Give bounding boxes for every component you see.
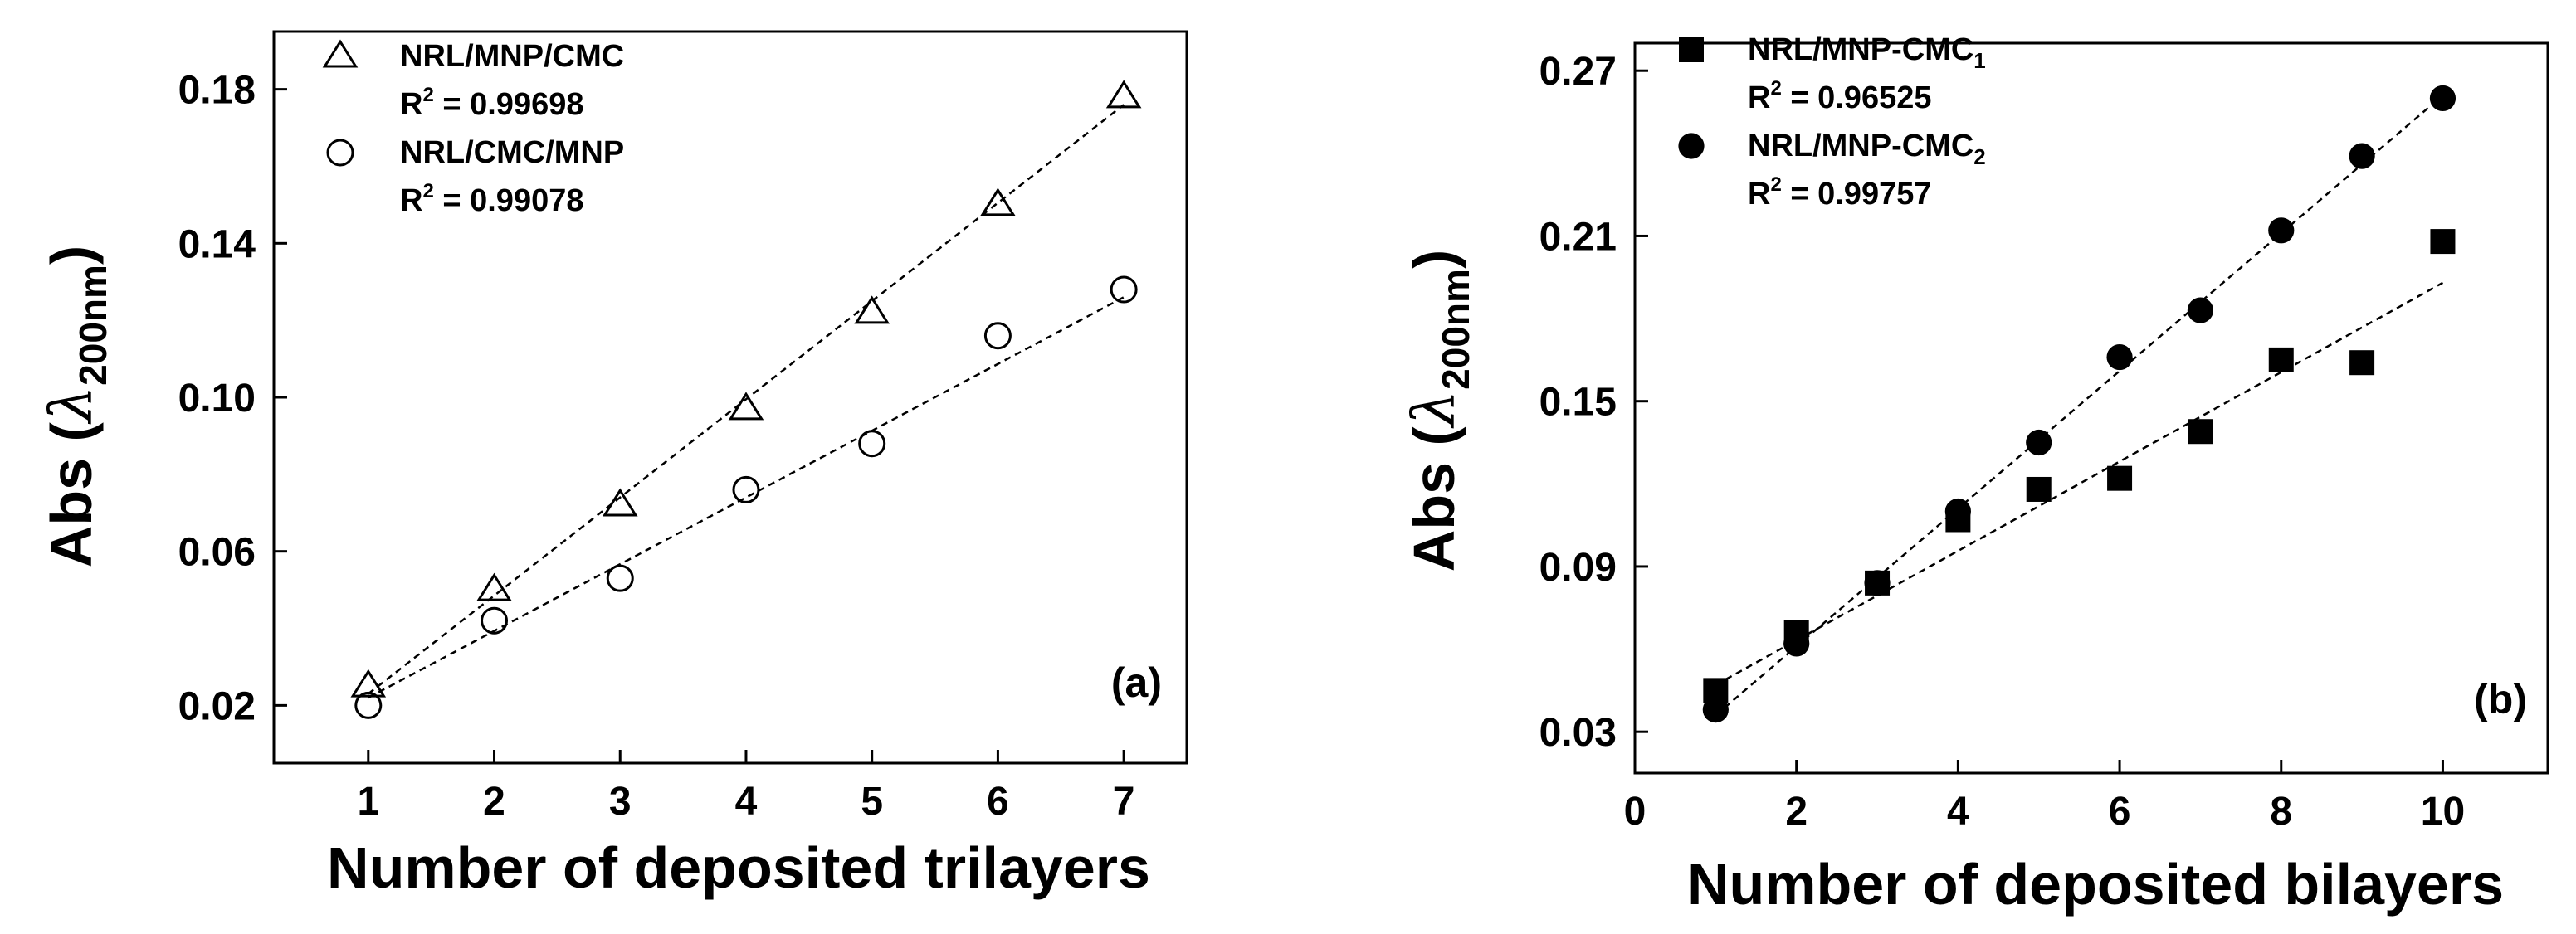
panel-a-y-tick-label: 0.10: [178, 377, 256, 421]
panel-a-series-2-fit-line: [368, 296, 1125, 699]
panel-a-x-tick-label: 3: [609, 780, 632, 824]
panel-b-y-tick-label: 0.03: [1539, 711, 1617, 755]
panel-a-series-1-point: [476, 572, 512, 601]
panel-b-y-tick-label: 0.27: [1539, 50, 1617, 94]
panel-b-series-2-point: [2268, 217, 2295, 244]
panel-a-series-1-point: [602, 488, 638, 517]
panel-a-series-2: [354, 275, 1138, 719]
panel-a-chart: 1 2 3 4 5 6 7 0.02 0.06 0.10 0.14 0.18 Number of dep…: [37, 30, 1188, 900]
panel-a-series-2-point: [858, 430, 886, 458]
panel-a-y-tick-label: 0.14: [178, 222, 256, 266]
panel-a-legend-label-2: NRL/CMC/MNP: [400, 135, 624, 170]
panel-a-series-2-point: [732, 475, 760, 503]
panel-a-series-1-point: [854, 295, 890, 324]
panel-a-series-1-point: [980, 187, 1016, 216]
panel-a-series-1-point: [350, 669, 387, 698]
panel-a-x-axis-title: Number of deposited trilayers: [327, 835, 1150, 900]
panel-a-series-2-point: [983, 322, 1012, 350]
panel-b-series-2: [1702, 85, 2456, 723]
panel-b-series-2-point: [1944, 498, 1971, 525]
panel-a-legend-label-1: NRL/MNP/CMC: [400, 39, 624, 74]
panel-b-series-2-point: [1702, 697, 1729, 723]
panel-a-legend-marker-1: [322, 39, 359, 68]
panel-b-series-2-point: [1864, 570, 1891, 596]
panel-a-y-tick-label: 0.06: [178, 531, 256, 575]
panel-b-panel-label: (b): [2474, 676, 2527, 722]
panel-b-chart: 0 2 4 6 8 10 0.03 0.09 0.15 0.21 0.27 Number of dep…: [1400, 32, 2549, 917]
panel-b-series-1-point: [2349, 350, 2375, 376]
panel-b-series-2-point: [2187, 297, 2214, 323]
panel-b-legend-r2-2: R2 = 0.99757: [1748, 173, 1931, 212]
panel-a-x-tick-label: 1: [357, 780, 379, 824]
panel-b-x-tick-label: 2: [1785, 790, 1808, 834]
panel-b-series-1-point: [2268, 347, 2294, 372]
panel-b-plot-frame: [1633, 41, 2549, 775]
panel-b-x-tick-label: 4: [1947, 790, 1969, 834]
panel-b-series-1-point: [2026, 476, 2052, 502]
panel-b-legend-r2-1: R2 = 0.96525: [1748, 77, 1931, 115]
panel-b-series-2-point: [1783, 630, 1810, 657]
panel-b-series-2-point: [2429, 85, 2456, 112]
panel-a-x-tick-label: 4: [735, 780, 758, 824]
panel-b-x-tick-label: 6: [2109, 790, 2131, 834]
panel-b-y-tick-label: 0.09: [1539, 546, 1617, 590]
panel-b-x-axis-title: Number of deposited bilayers: [1687, 852, 2504, 917]
panel-a-legend-r2-1: R2 = 0.99698: [400, 84, 583, 122]
panel-a-series-2-point: [1110, 275, 1138, 304]
panel-b-x-tick-label: 10: [2421, 790, 2465, 834]
panel-b-series-1-point: [2188, 419, 2213, 445]
panel-a-series-2-point: [606, 564, 634, 592]
panel-b-series-2-point: [2106, 343, 2133, 371]
panel-a-series-1-point: [728, 392, 764, 421]
panel-b-series-2-point: [2026, 429, 2052, 456]
panel-a-series-1-point: [1105, 80, 1142, 109]
panel-a-x-tick-label: 6: [987, 780, 1009, 824]
panel-a-series-2-point: [481, 606, 509, 635]
panel-b-legend-label-1: NRL/MNP-CMC1: [1748, 32, 1986, 73]
panel-b-x-tick-label: 0: [1624, 790, 1647, 834]
panel-b-series-1-point: [2107, 465, 2133, 491]
panel-a-y-tick-label: 0.02: [178, 684, 256, 728]
panel-a-series-2-point: [354, 691, 383, 719]
panel-a-series-1: [350, 80, 1142, 698]
panel-b-series-1-point: [2430, 229, 2456, 255]
panel-a-legend-marker-2: [326, 139, 354, 167]
panel-a-legend-r2-2: R2 = 0.99078: [400, 180, 583, 218]
panel-a-x-tick-label: 5: [861, 780, 883, 824]
panel-b-series-1: [1703, 229, 2456, 703]
panel-a-y-tick-label: 0.18: [178, 69, 256, 113]
panel-b-legend-marker-1: [1679, 37, 1704, 62]
panel-b-series-2-fit-line: [1715, 95, 2444, 717]
panel-b-legend-marker-2: [1678, 133, 1705, 159]
panel-b-legend-label-2: NRL/MNP-CMC2: [1748, 129, 1986, 169]
panel-b-series-1-fit-line: [1715, 281, 2444, 686]
panel-a-x-tick-label: 7: [1113, 780, 1135, 824]
panel-b-y-tick-label: 0.15: [1539, 381, 1617, 425]
panel-a-x-tick-label: 2: [483, 780, 505, 824]
panel-b-series-2-point: [2349, 143, 2375, 169]
panel-b-y-axis-title: Abs (λ200nm): [1400, 250, 1477, 572]
panel-b-x-tick-label: 8: [2270, 790, 2292, 834]
panel-a-series-1-fit-line: [368, 104, 1125, 695]
panel-b-y-tick-label: 0.21: [1539, 215, 1617, 259]
panel-a-panel-label: (a): [1111, 659, 1162, 706]
panel-a-y-axis-title: Abs (λ200nm): [37, 246, 115, 567]
